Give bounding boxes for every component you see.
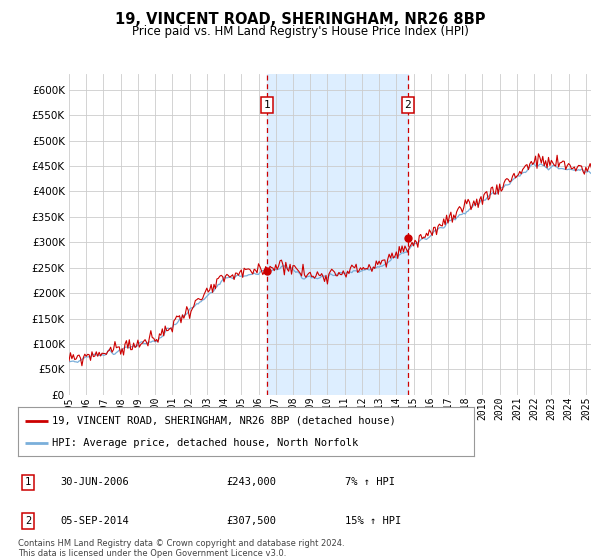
Text: 05-SEP-2014: 05-SEP-2014 <box>60 516 129 526</box>
Text: 1: 1 <box>25 478 31 487</box>
Text: £307,500: £307,500 <box>227 516 277 526</box>
Text: 19, VINCENT ROAD, SHERINGHAM, NR26 8BP: 19, VINCENT ROAD, SHERINGHAM, NR26 8BP <box>115 12 485 27</box>
Text: 1: 1 <box>264 100 271 110</box>
Text: 7% ↑ HPI: 7% ↑ HPI <box>345 478 395 487</box>
Text: 15% ↑ HPI: 15% ↑ HPI <box>345 516 401 526</box>
Text: 30-JUN-2006: 30-JUN-2006 <box>60 478 129 487</box>
Text: Price paid vs. HM Land Registry's House Price Index (HPI): Price paid vs. HM Land Registry's House … <box>131 25 469 38</box>
Text: £243,000: £243,000 <box>227 478 277 487</box>
Text: HPI: Average price, detached house, North Norfolk: HPI: Average price, detached house, Nort… <box>52 437 358 447</box>
Text: 2: 2 <box>404 100 411 110</box>
Text: 2: 2 <box>25 516 31 526</box>
Text: Contains HM Land Registry data © Crown copyright and database right 2024.
This d: Contains HM Land Registry data © Crown c… <box>18 539 344 558</box>
Text: 19, VINCENT ROAD, SHERINGHAM, NR26 8BP (detached house): 19, VINCENT ROAD, SHERINGHAM, NR26 8BP (… <box>52 416 396 426</box>
Bar <box>267 74 408 395</box>
